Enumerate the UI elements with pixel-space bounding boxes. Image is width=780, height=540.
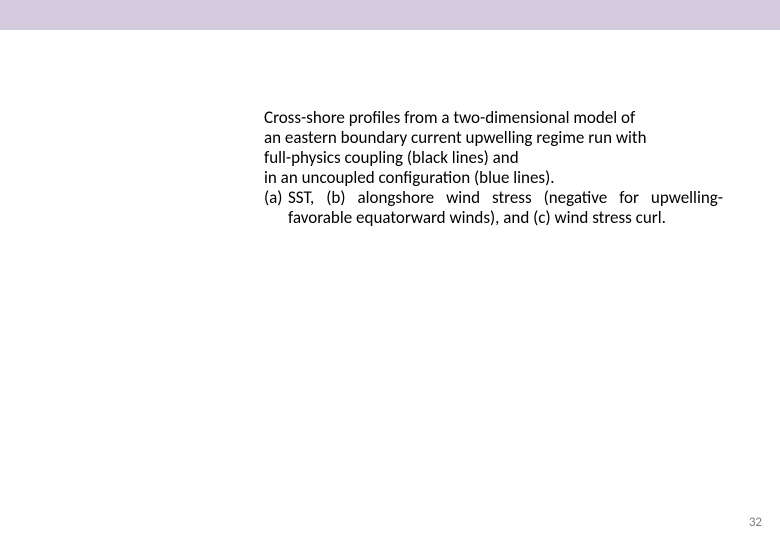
page-number: 32 — [749, 515, 762, 530]
caption-line-2: an eastern boundary current upwelling re… — [264, 127, 647, 148]
caption-list: (a) SST, (b) alongshore wind stress (neg… — [264, 188, 723, 228]
figure-caption: Cross-shore profiles from a two-dimensio… — [264, 108, 723, 228]
caption-item-text: SST, (b) alongshore wind stress (negativ… — [288, 187, 723, 228]
caption-intro: Cross-shore profiles from a two-dimensio… — [264, 108, 723, 188]
slide: Cross-shore profiles from a two-dimensio… — [0, 0, 780, 540]
caption-line-3: full-physics coupling (black lines) and — [264, 147, 519, 168]
caption-item-marker: (a) — [264, 188, 282, 208]
caption-item-a: (a) SST, (b) alongshore wind stress (neg… — [288, 188, 723, 228]
caption-line-1: Cross-shore profiles from a two-dimensio… — [264, 107, 635, 128]
caption-line-4: in an uncoupled configuration (blue line… — [264, 167, 555, 188]
title-band — [0, 0, 780, 30]
